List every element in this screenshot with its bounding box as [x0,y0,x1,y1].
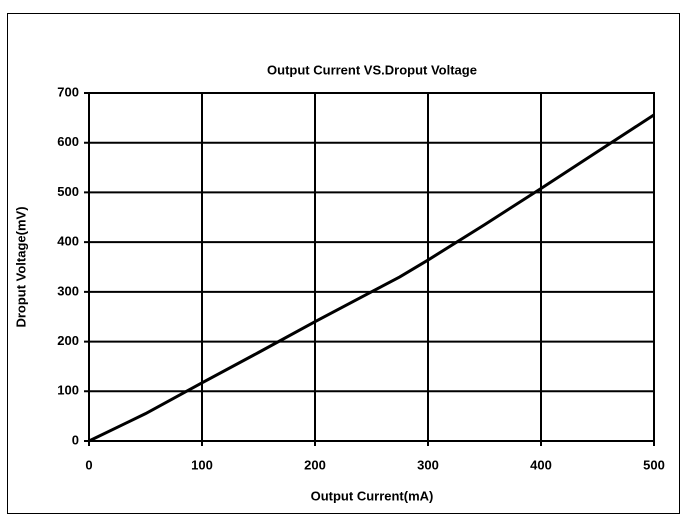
y-tick-label: 300 [57,283,79,298]
x-tick-label: 200 [304,457,326,472]
y-tick-label: 0 [72,432,79,447]
y-tick-label: 200 [57,333,79,348]
x-axis-label: Output Current(mA) [311,488,434,503]
y-tick-label: 600 [57,134,79,149]
data-line [88,113,655,443]
y-tick-label: 700 [57,84,79,99]
chart-title: Output Current VS.Droput Voltage [267,62,477,77]
y-tick-label: 500 [57,184,79,199]
y-axis-label: Droput Voltage(mV) [13,206,28,327]
frame [7,13,680,514]
y-tick-label: 100 [57,383,79,398]
y-tick-label: 400 [57,234,79,249]
x-tick-label: 100 [191,457,213,472]
x-tick-label: 0 [85,457,92,472]
x-tick-label: 500 [643,457,665,472]
x-tick-label: 300 [417,457,439,472]
plot-frame [88,92,655,442]
x-tick-label: 400 [530,457,552,472]
